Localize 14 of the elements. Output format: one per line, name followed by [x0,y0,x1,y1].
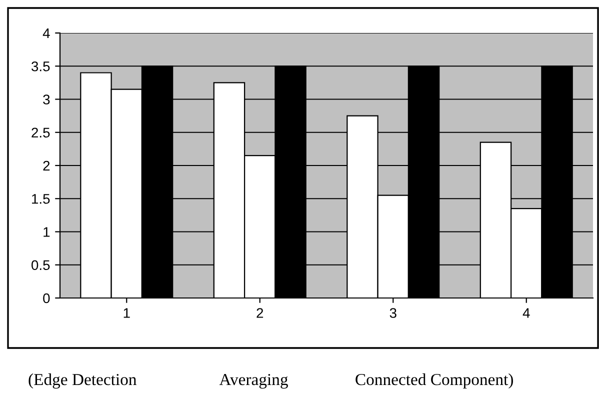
y-tick-label: 2 [43,160,50,171]
y-tick-label: 0.5 [32,260,50,270]
x-tick-label: 4 [522,308,530,318]
y-tick-label: 2.5 [32,128,50,138]
text: (Edge Detection Averaging Connected Component) [28,373,513,389]
y-tick-label: 1.5 [32,194,50,204]
y-tick-label: 0 [43,293,50,304]
x-tick-label: 1 [124,308,130,318]
x-tick-label: 2 [256,308,264,318]
x-tick-label: 3 [390,308,396,318]
y-tick-label: 4 [42,28,50,38]
y-tick-label: 1 [44,227,50,237]
y-tick-label: 3 [43,94,50,104]
y-tick-label: 3.5 [32,61,50,72]
